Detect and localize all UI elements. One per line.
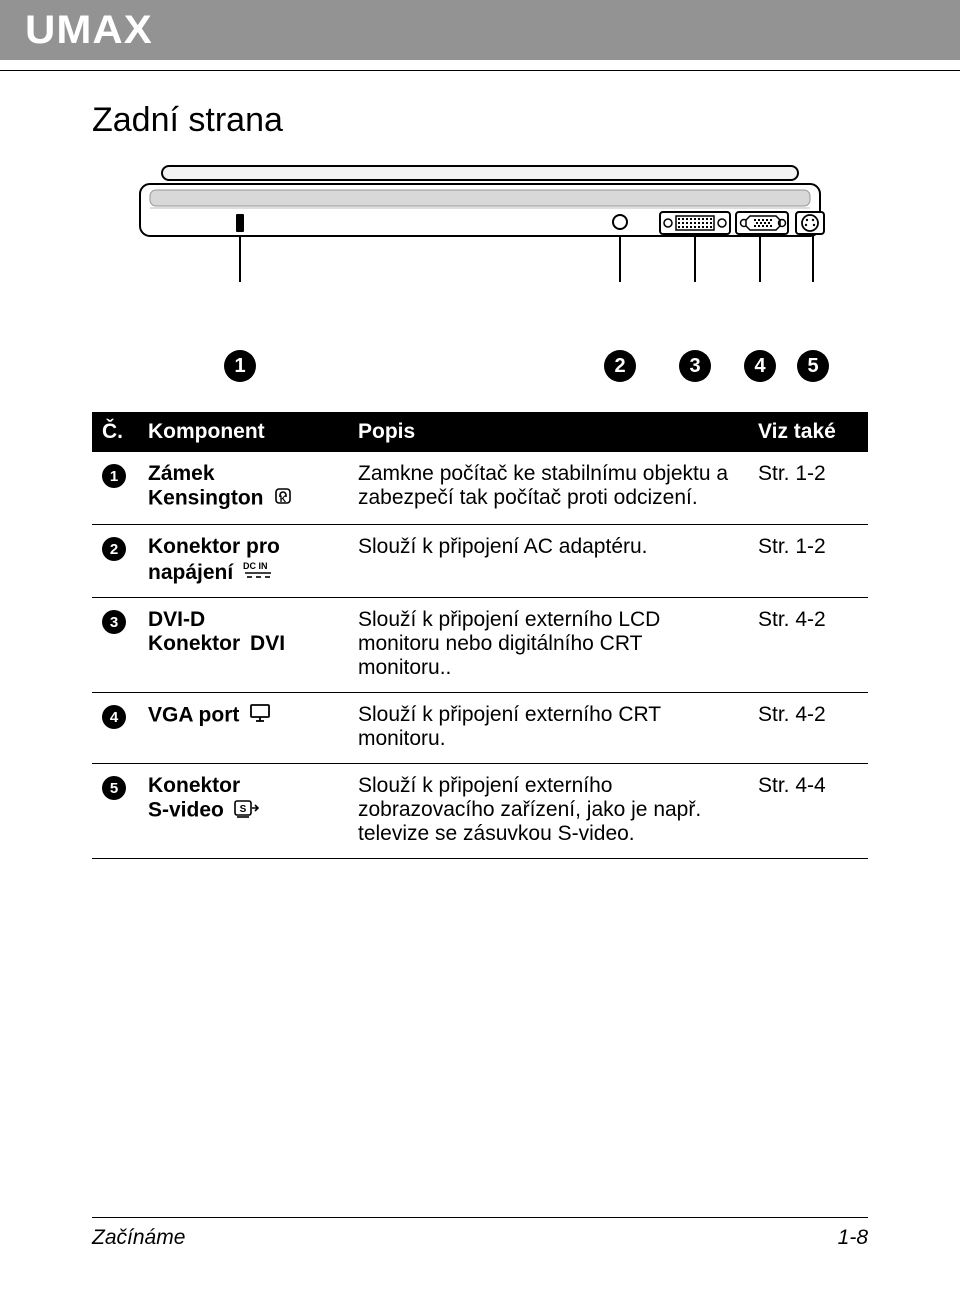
port-dvi [660, 212, 730, 234]
row-number: 3 [102, 610, 126, 634]
th-see: Viz také [748, 412, 868, 452]
comp-desc: Slouží k připojení externího LCD monitor… [348, 598, 748, 693]
comp-see: Str. 1-2 [748, 525, 868, 598]
th-desc: Popis [348, 412, 748, 452]
kensington-lock-icon: K [273, 486, 293, 512]
monitor-icon [249, 703, 271, 729]
comp-see: Str. 4-4 [748, 764, 868, 859]
th-comp: Komponent [138, 412, 348, 452]
table-row: 3 DVI-D Konektor DVI Slouží k připojení … [92, 598, 868, 693]
comp-desc: Slouží k připojení externího CRT monitor… [348, 693, 748, 764]
page-title: Zadní strana [92, 101, 868, 140]
svideo-icon: S [234, 798, 260, 824]
comp-desc: Slouží k připojení externího zobrazovací… [348, 764, 748, 859]
diagram-wrap [92, 162, 868, 332]
comp-name: Zámek [148, 462, 215, 485]
callout-number-3: 3 [679, 350, 711, 382]
comp-name: Konektor [148, 774, 240, 797]
comp-see: Str. 1-2 [748, 452, 868, 525]
brand-logo: UMAX [25, 8, 153, 53]
callout-number-5: 5 [797, 350, 829, 382]
th-num: Č. [92, 412, 138, 452]
comp-name: VGA port [148, 704, 239, 727]
callout-number-2: 2 [604, 350, 636, 382]
row-number: 1 [102, 464, 126, 488]
page: UMAX Zadní strana [0, 0, 960, 1296]
table-header-row: Č. Komponent Popis Viz také [92, 412, 868, 452]
comp-see: Str. 4-2 [748, 693, 868, 764]
table-row: 2 Konektor pro napájení DC IN [92, 525, 868, 598]
table-row: 5 Konektor S-video S [92, 764, 868, 859]
svg-text:K: K [280, 494, 287, 504]
port-svideo [796, 212, 824, 234]
table-row: 1 Zámek Kensington K Zamkne počítač ke [92, 452, 868, 525]
port-dc-in [613, 215, 627, 229]
comp-name: DVI-D [148, 608, 205, 631]
svg-text:S: S [239, 804, 246, 815]
content-area: Zadní strana [0, 71, 960, 1217]
header-band: UMAX [0, 0, 960, 60]
table-row: 4 VGA port Slouží k připojení externího … [92, 693, 868, 764]
footer-right: 1-8 [838, 1226, 868, 1250]
footer-rule [92, 1217, 868, 1219]
comp-extra-label: DVI [250, 632, 285, 655]
comp-see: Str. 4-2 [748, 598, 868, 693]
dc-in-icon: DC IN [243, 559, 275, 585]
port-kensington [236, 214, 244, 232]
row-number: 2 [102, 537, 126, 561]
callout-numbers-row: 1 2 3 4 5 [92, 350, 868, 386]
callout-number-4: 4 [744, 350, 776, 382]
callout-number-1: 1 [224, 350, 256, 382]
comp-desc: Slouží k připojení AC adaptéru. [348, 525, 748, 598]
row-number: 5 [102, 776, 126, 800]
page-footer: Začínáme 1-8 [0, 1226, 960, 1296]
comp-name-line2: Kensington [148, 487, 264, 510]
comp-name-line2: Konektor [148, 632, 240, 655]
port-vga [736, 212, 788, 234]
comp-desc: Zamkne počítač ke stabilnímu objektu a z… [348, 452, 748, 525]
comp-name: Konektor pro [148, 535, 280, 558]
svg-text:DC IN: DC IN [243, 561, 268, 571]
row-number: 4 [102, 705, 126, 729]
component-table: Č. Komponent Popis Viz také 1 Zámek Kens… [92, 412, 868, 859]
comp-name-line2: S-video [148, 799, 224, 822]
comp-name-line2: napájení [148, 561, 233, 584]
laptop-rear-diagram [120, 162, 840, 332]
footer-left: Začínáme [92, 1226, 185, 1250]
